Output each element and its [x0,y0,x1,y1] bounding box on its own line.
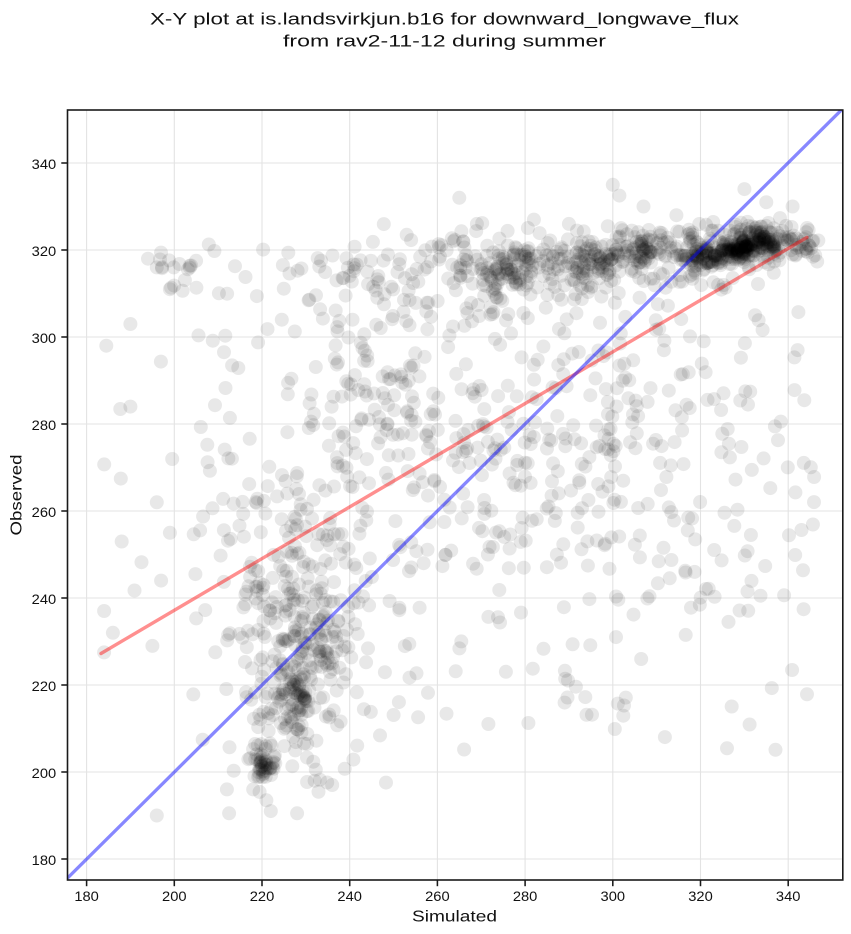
svg-text:320: 320 [688,888,713,904]
svg-text:260: 260 [425,888,450,904]
svg-text:X-Y plot at is.landsvirkjun.b1: X-Y plot at is.landsvirkjun.b16 for down… [150,10,740,29]
svg-text:300: 300 [601,888,626,904]
svg-text:Simulated: Simulated [412,908,497,925]
svg-text:200: 200 [32,765,57,781]
svg-text:Observed: Observed [9,455,26,536]
svg-text:280: 280 [513,888,538,904]
svg-text:300: 300 [32,330,57,346]
svg-text:180: 180 [32,852,57,868]
svg-text:320: 320 [32,243,57,259]
svg-text:180: 180 [74,888,99,904]
svg-text:260: 260 [32,504,57,520]
svg-text:240: 240 [337,888,362,904]
svg-text:340: 340 [32,156,57,172]
svg-text:220: 220 [250,888,275,904]
svg-text:from rav2-11-12 during summer: from rav2-11-12 during summer [283,32,606,51]
svg-text:220: 220 [32,678,57,694]
svg-text:280: 280 [32,417,57,433]
svg-text:200: 200 [162,888,187,904]
svg-text:340: 340 [776,888,801,904]
svg-text:240: 240 [32,591,57,607]
